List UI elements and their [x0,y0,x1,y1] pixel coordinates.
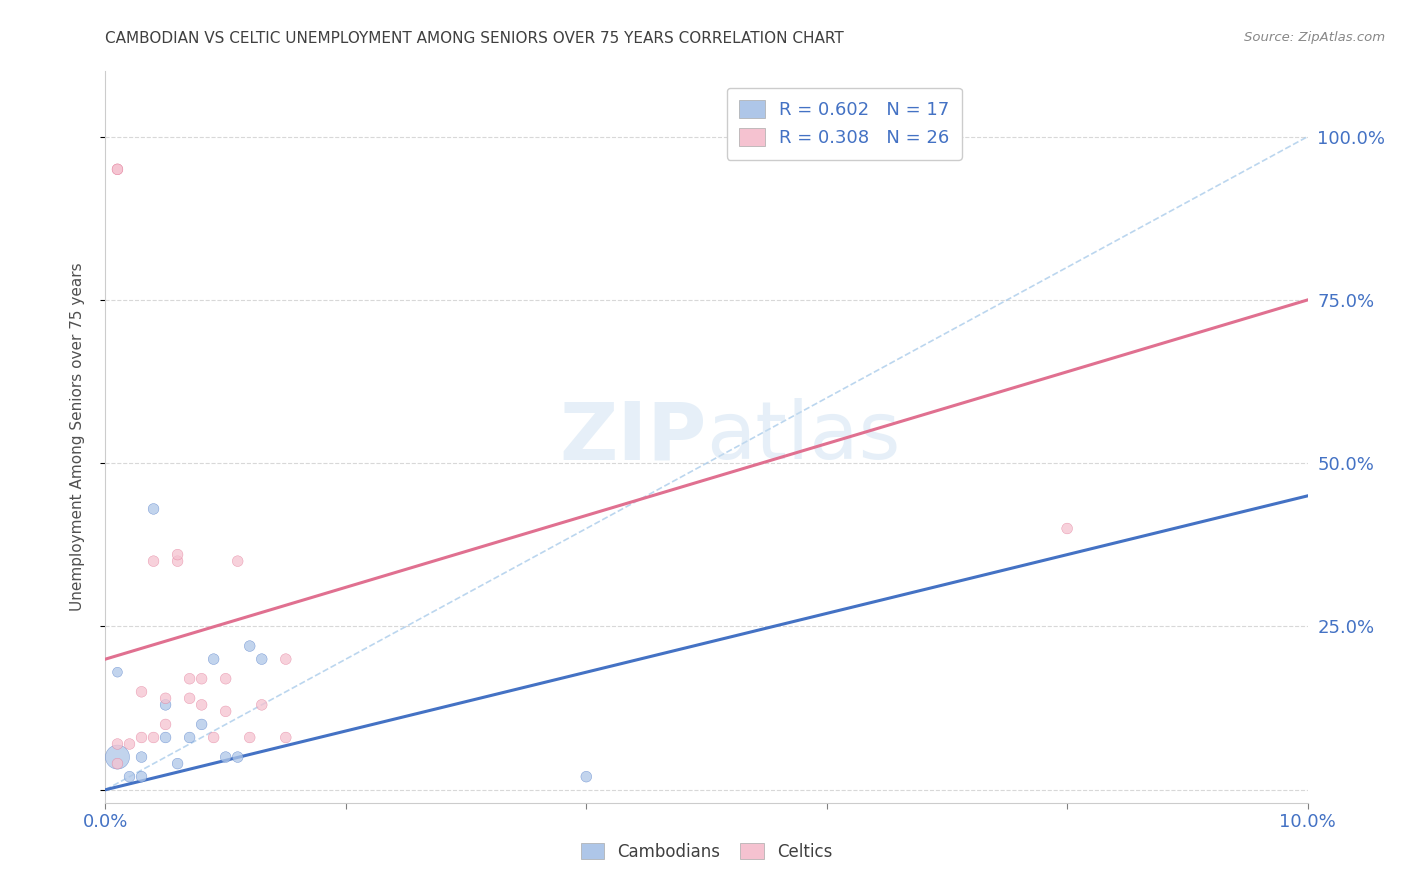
Point [142,554,165,568]
Point [214,705,236,719]
Point [214,750,236,764]
Point [118,770,141,784]
Point [575,770,598,784]
Point [107,737,129,751]
Point [250,652,273,666]
Point [226,554,249,568]
Point [131,685,153,699]
Point [190,717,212,731]
Point [166,756,188,771]
Point [250,698,273,712]
Point [166,548,188,562]
Point [131,770,153,784]
Point [131,731,153,745]
Point [118,737,141,751]
Text: Source: ZipAtlas.com: Source: ZipAtlas.com [1244,31,1385,45]
Point [155,691,177,706]
Text: atlas: atlas [707,398,901,476]
Point [142,731,165,745]
Point [107,665,129,680]
Point [274,652,297,666]
Point [226,750,249,764]
Point [190,672,212,686]
Point [107,162,129,177]
Point [179,691,201,706]
Point [155,698,177,712]
Point [166,554,188,568]
Point [1056,521,1078,535]
Point [274,731,297,745]
Point [155,717,177,731]
Point [107,756,129,771]
Point [214,672,236,686]
Point [179,672,201,686]
Point [202,731,225,745]
Text: CAMBODIAN VS CELTIC UNEMPLOYMENT AMONG SENIORS OVER 75 YEARS CORRELATION CHART: CAMBODIAN VS CELTIC UNEMPLOYMENT AMONG S… [105,31,844,46]
Text: ZIP: ZIP [560,398,707,476]
Point [190,698,212,712]
Y-axis label: Unemployment Among Seniors over 75 years: Unemployment Among Seniors over 75 years [70,263,84,611]
Point [155,731,177,745]
Point [239,639,262,653]
Point [142,502,165,516]
Point [107,162,129,177]
Point [131,750,153,764]
Legend: Cambodians, Celtics: Cambodians, Celtics [574,837,839,868]
Point [107,750,129,764]
Point [239,731,262,745]
Point [179,731,201,745]
Point [202,652,225,666]
